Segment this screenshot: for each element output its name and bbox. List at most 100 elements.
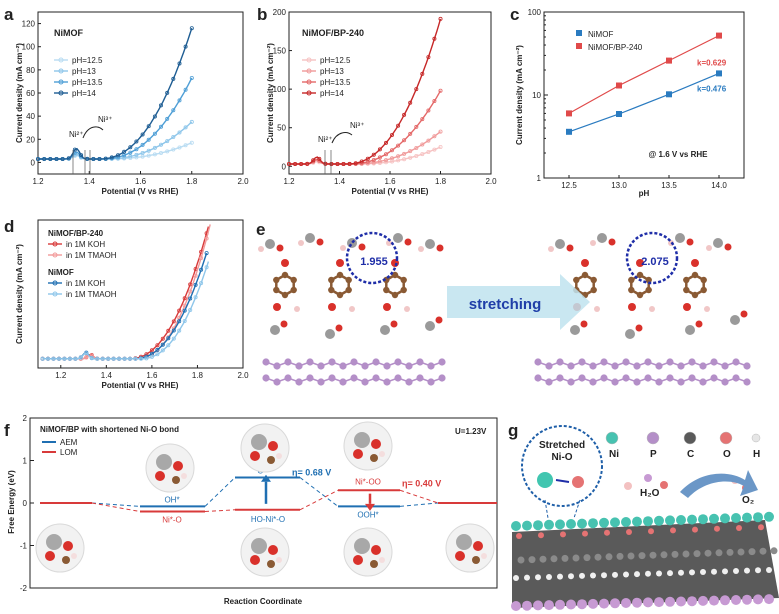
data-point xyxy=(51,356,56,361)
catalyst-slab xyxy=(511,511,779,611)
data-point xyxy=(189,26,194,31)
oxygen-label: O₂ xyxy=(742,495,754,506)
annotation-ni2: Ni²⁺ xyxy=(69,130,83,139)
data-point xyxy=(188,289,193,294)
state-label: Ni*-O xyxy=(162,516,182,525)
ni-atom xyxy=(577,518,587,529)
data-point xyxy=(177,319,182,324)
data-point xyxy=(67,356,72,361)
x-tick-label: 2.0 xyxy=(485,177,497,186)
carbon-atom xyxy=(573,276,580,284)
data-point xyxy=(432,99,437,104)
data-point xyxy=(171,336,176,341)
legend-label: O xyxy=(723,449,731,460)
nickel-atom xyxy=(713,238,723,248)
data-point xyxy=(134,155,139,160)
y-tick-label: 60 xyxy=(26,89,35,98)
o-atom xyxy=(714,525,720,532)
data-point xyxy=(146,148,151,153)
carbon-atom xyxy=(336,291,344,299)
data-point xyxy=(72,147,77,152)
h-atom xyxy=(546,573,552,580)
p-atom xyxy=(709,595,719,606)
o-atom xyxy=(516,533,522,539)
ni-atom xyxy=(566,519,576,529)
ni-atom xyxy=(544,519,554,530)
x-tick-label: 1.4 xyxy=(84,177,96,186)
data-point xyxy=(438,88,443,93)
panel-letter: e xyxy=(256,220,265,239)
data-point xyxy=(432,147,437,152)
data-point xyxy=(78,355,83,360)
legend-marker xyxy=(52,280,58,286)
c-atom xyxy=(583,554,591,562)
bond-highlight-circle xyxy=(345,231,399,285)
legend-marker xyxy=(58,68,64,74)
legend-atom-icon xyxy=(751,433,761,443)
nickel-atom xyxy=(347,238,357,248)
data-point xyxy=(128,145,133,150)
data-point xyxy=(158,124,163,129)
y-tick-label: 1 xyxy=(23,457,28,466)
data-point xyxy=(286,161,291,166)
carbon-atom xyxy=(645,276,652,284)
c-atom xyxy=(517,556,525,564)
data-point xyxy=(144,356,149,361)
nickel-atom xyxy=(625,329,635,339)
data-point xyxy=(311,158,316,163)
legend-label: P xyxy=(650,449,657,460)
data-point xyxy=(666,91,672,98)
carbon-atom xyxy=(273,276,280,284)
stretched-label: Stretched xyxy=(539,440,585,451)
data-point xyxy=(103,156,108,161)
nickel-atom xyxy=(597,233,607,243)
c-atom xyxy=(539,555,547,563)
fit-line xyxy=(568,35,720,114)
oxygen-atom xyxy=(371,439,381,449)
x-tick-label: 1.6 xyxy=(146,371,158,380)
data-point xyxy=(420,142,425,147)
carbon-atom xyxy=(370,454,378,462)
carbon-atom xyxy=(328,286,335,294)
oxygen-atom xyxy=(328,303,336,311)
data-point xyxy=(106,356,111,361)
legend-marker xyxy=(52,241,58,247)
oxygen-atom xyxy=(63,541,73,551)
ni-atom xyxy=(665,515,675,526)
data-point xyxy=(383,158,388,163)
y-tick-label: -1 xyxy=(20,542,28,551)
c-atom xyxy=(550,555,558,563)
data-point xyxy=(566,110,572,117)
carbon-atom xyxy=(628,286,635,294)
nickel-atom xyxy=(156,454,172,470)
h-atom xyxy=(733,568,739,574)
data-point xyxy=(138,356,143,361)
oxygen-atom xyxy=(250,451,260,461)
data-point xyxy=(109,155,114,160)
data-point xyxy=(426,55,431,60)
structure-inset xyxy=(343,421,393,471)
h-atom xyxy=(755,567,761,574)
p-atom xyxy=(687,596,697,607)
c-atom xyxy=(572,554,580,562)
c-atom xyxy=(528,556,536,564)
h-atom xyxy=(535,574,541,581)
aem-connector xyxy=(204,477,236,507)
data-point xyxy=(155,347,160,352)
x-tick-label: 1.8 xyxy=(192,371,204,380)
legend-label: pH=12.5 xyxy=(72,56,103,65)
data-point xyxy=(359,159,364,164)
y-tick-label: 200 xyxy=(273,8,287,17)
p-atom xyxy=(610,598,620,609)
carbon-atom xyxy=(391,291,399,299)
data-point xyxy=(293,161,298,166)
p-atom xyxy=(676,596,686,607)
data-point xyxy=(183,143,188,148)
p-atom xyxy=(555,599,565,610)
carbon-atom xyxy=(590,286,597,294)
o-atom xyxy=(736,525,742,531)
data-point xyxy=(426,138,431,143)
nickel-atom xyxy=(251,538,267,554)
legend-atom-icon xyxy=(683,431,697,445)
hydrogen-atom xyxy=(594,306,600,312)
